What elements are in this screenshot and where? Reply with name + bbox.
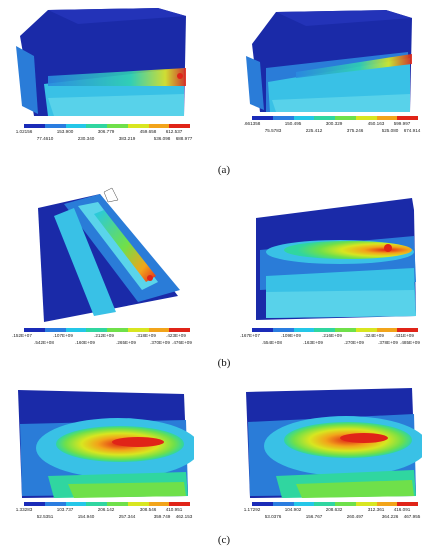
scale-tick: .270E+09 bbox=[344, 340, 364, 345]
scale-tick: 52.5351 bbox=[36, 514, 54, 519]
scale-tick: 525.080 bbox=[381, 128, 399, 133]
color-scale-bar bbox=[252, 116, 418, 120]
scale-tick: .485E+09 bbox=[400, 340, 420, 345]
scale-tick: .167E+07 bbox=[240, 333, 260, 338]
scale-tick: .378E+09 bbox=[378, 340, 398, 345]
scale-tick: .542E+08 bbox=[34, 340, 54, 345]
contour-plot bbox=[256, 198, 416, 320]
scale-tick: 612.537 bbox=[165, 129, 183, 134]
scale-tick: 208.632 bbox=[325, 507, 343, 512]
scale-tick: .318E+09 bbox=[136, 333, 156, 338]
scale-tick: 1.02156 bbox=[15, 129, 33, 134]
contour-panel-b-left: .152E+07 .107E+09 .212E+09 .318E+09 .423… bbox=[8, 186, 194, 345]
color-scale-bar bbox=[24, 502, 190, 506]
scale-tick: 77.4610 bbox=[36, 136, 54, 141]
contour-panel-b-right: .167E+07 .109E+09 .216E+09 .324E+09 .431… bbox=[236, 196, 422, 345]
scale-tick: 674.914 bbox=[403, 128, 421, 133]
scale-tick: 375.246 bbox=[346, 128, 364, 133]
color-scale-bar bbox=[24, 328, 190, 332]
scale-tick: 75.5783 bbox=[264, 128, 282, 133]
contour-plot bbox=[246, 388, 422, 498]
contour-panel-c-right: 1.17292 104.902 208.632 312.361 416.091 … bbox=[236, 384, 422, 529]
caption-a: (a) bbox=[217, 164, 231, 176]
scale-tick: .160E+09 bbox=[75, 340, 95, 345]
scale-tick: .265E+09 bbox=[116, 340, 136, 345]
scale-tick: 688.977 bbox=[175, 136, 193, 141]
scale-tick: 1.33283 bbox=[15, 507, 33, 512]
scale-tick: 383.219 bbox=[118, 136, 136, 141]
scale-tick: .370E+09 bbox=[150, 340, 170, 345]
contour-plot bbox=[18, 390, 194, 498]
scale-tick: 150.495 bbox=[284, 121, 302, 126]
scale-tick: .476E+09 bbox=[172, 340, 192, 345]
scale-tick: .152E+07 bbox=[12, 333, 32, 338]
scale-tick: .661358 bbox=[243, 121, 261, 126]
scale-tick: 154.940 bbox=[77, 514, 95, 519]
contour-plot bbox=[16, 8, 186, 116]
scale-tick: 459.658 bbox=[139, 129, 157, 134]
contour-panel-a-left: 1.02156 153.900 306.779 459.658 612.537 … bbox=[8, 6, 194, 151]
scale-tick: .109E+09 bbox=[281, 333, 301, 338]
color-scale-bar bbox=[24, 124, 190, 128]
scale-tick: .163E+09 bbox=[303, 340, 323, 345]
scale-tick: 1.17292 bbox=[243, 507, 261, 512]
scale-tick: 467.955 bbox=[403, 514, 421, 519]
scale-tick: .423E+09 bbox=[166, 333, 186, 338]
scale-tick: 257.344 bbox=[118, 514, 136, 519]
scale-tick: .212E+09 bbox=[94, 333, 114, 338]
scale-tick: .107E+09 bbox=[53, 333, 73, 338]
scale-tick: .216E+09 bbox=[322, 333, 342, 338]
scale-tick: .431E+09 bbox=[394, 333, 414, 338]
scale-tick: .554E+08 bbox=[262, 340, 282, 345]
scale-tick: 230.340 bbox=[77, 136, 95, 141]
scale-tick: 306.779 bbox=[97, 129, 115, 134]
scale-tick: 308.546 bbox=[139, 507, 157, 512]
scale-tick: 410.951 bbox=[165, 507, 183, 512]
caption-b: (b) bbox=[217, 357, 231, 369]
scale-tick: 416.091 bbox=[393, 507, 411, 512]
scale-tick: 53.0376 bbox=[264, 514, 282, 519]
scale-tick: 260.497 bbox=[346, 514, 364, 519]
scale-tick: 300.329 bbox=[325, 121, 343, 126]
contour-panel-c-left: 1.33283 103.737 206.142 308.546 410.951 … bbox=[8, 384, 194, 529]
color-scale-bar bbox=[252, 502, 418, 506]
scale-tick: 153.900 bbox=[56, 129, 74, 134]
caption-c: (c) bbox=[217, 534, 231, 546]
scale-tick: 536.098 bbox=[153, 136, 171, 141]
scale-tick: 450.163 bbox=[367, 121, 385, 126]
contour-panel-a-right: .661358 150.495 300.329 450.163 599.997 … bbox=[236, 6, 422, 151]
scale-tick: 206.142 bbox=[97, 507, 115, 512]
contour-plot bbox=[38, 187, 180, 322]
contour-plot bbox=[246, 10, 412, 112]
scale-tick: 462.153 bbox=[175, 514, 193, 519]
scale-tick: 104.902 bbox=[284, 507, 302, 512]
scale-tick: 359.749 bbox=[153, 514, 171, 519]
scale-tick: 312.361 bbox=[367, 507, 385, 512]
scale-tick: 156.767 bbox=[305, 514, 323, 519]
scale-tick: 599.997 bbox=[393, 121, 411, 126]
scale-tick: 364.226 bbox=[381, 514, 399, 519]
scale-tick: 225.412 bbox=[305, 128, 323, 133]
scale-tick: 103.737 bbox=[56, 507, 74, 512]
scale-tick: .324E+09 bbox=[364, 333, 384, 338]
color-scale-bar bbox=[252, 328, 418, 332]
